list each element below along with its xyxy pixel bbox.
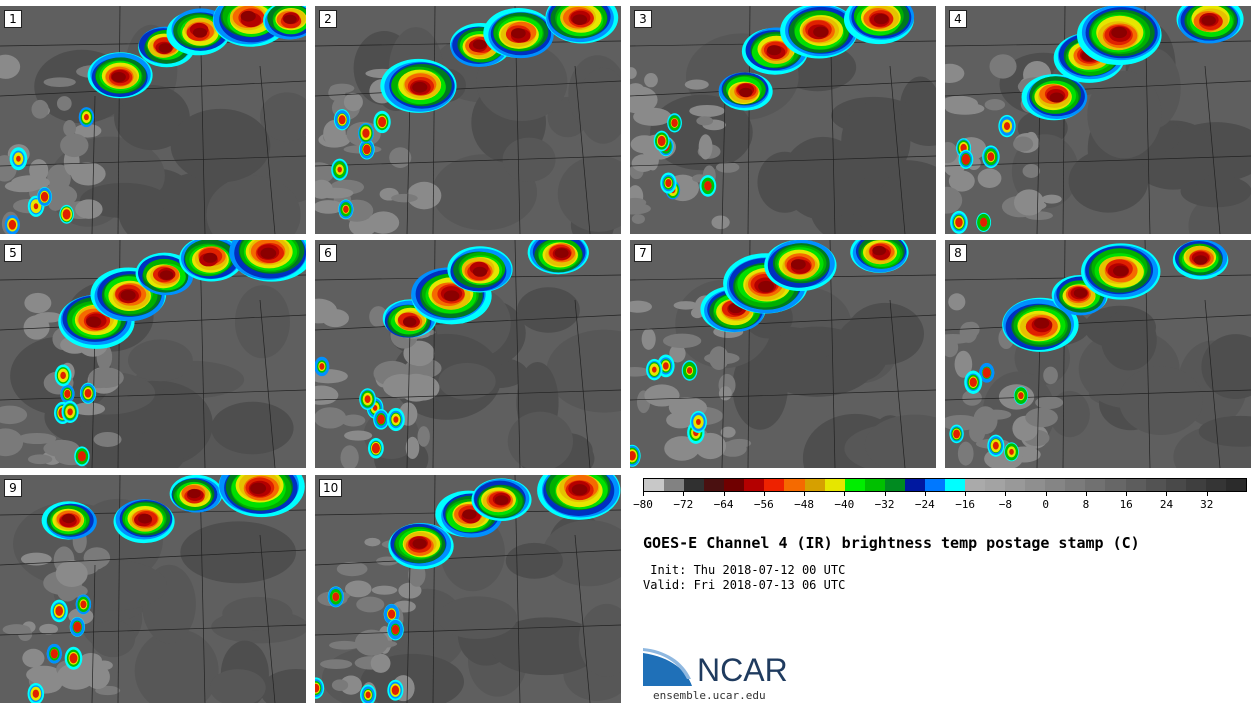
colorbar-segment	[784, 479, 805, 491]
logo-text: NCAR	[697, 652, 788, 688]
colorbar-segment	[1065, 479, 1086, 491]
postage-stamp-panel-9: 9	[0, 475, 306, 703]
colorbar-segment	[985, 479, 1006, 491]
colorbar-tick-mark	[924, 492, 926, 496]
colorbar-tick-label: −8	[998, 498, 1013, 511]
panel-number: 10	[319, 479, 343, 497]
panel-number: 8	[949, 244, 967, 262]
postage-stamp-panel-5: 5	[0, 240, 306, 468]
colorbar-segment	[1125, 479, 1146, 491]
colorbar-segment	[664, 479, 685, 491]
panel-number: 5	[4, 244, 22, 262]
colorbar-tick-label: 0	[1042, 498, 1049, 511]
satellite-map-7	[630, 240, 936, 468]
colorbar-tick-mark	[844, 492, 846, 496]
colorbar-segment	[704, 479, 725, 491]
colorbar-segment	[1165, 479, 1186, 491]
colorbar-tick-label: −80	[633, 498, 653, 511]
satellite-map-6	[315, 240, 621, 468]
postage-stamp-panel-3: 3	[630, 6, 936, 234]
colorbar-segment	[1025, 479, 1046, 491]
colorbar-segment	[864, 479, 885, 491]
colorbar-tick-label: −16	[955, 498, 976, 511]
colorbar-segment	[1005, 479, 1026, 491]
colorbar-tick-mark	[1085, 492, 1087, 496]
colorbar-segment	[1225, 479, 1246, 491]
colorbar-tick-mark	[884, 492, 886, 496]
plot-title: GOES-E Channel 4 (IR) brightness temp po…	[643, 534, 1140, 552]
panel-number: 6	[319, 244, 337, 262]
colorbar-tick-mark	[804, 492, 806, 496]
satellite-map-1	[0, 6, 306, 234]
colorbar-tick-label: −56	[753, 498, 774, 511]
colorbar-segment	[644, 479, 665, 491]
colorbar-tick-label: −64	[713, 498, 734, 511]
panel-number: 7	[634, 244, 652, 262]
colorbar-segment	[724, 479, 745, 491]
postage-stamp-panel-8: 8	[945, 240, 1251, 468]
colorbar-segment	[684, 479, 705, 491]
colorbar-tick-label: −48	[794, 498, 814, 511]
colorbar-tick-mark	[723, 492, 725, 496]
colorbar-tick-mark	[1166, 492, 1168, 496]
colorbar-segment	[904, 479, 925, 491]
postage-stamp-panel-1: 1	[0, 6, 306, 234]
colorbar-tick-label: 32	[1200, 498, 1214, 511]
panel-number: 1	[4, 10, 22, 28]
colorbar-segment	[764, 479, 785, 491]
colorbar: −80 −72 −64 −56 −48 −40 −32 −24 −16 −8 0 8 16 24 32	[633, 478, 1248, 511]
colorbar-segment	[844, 479, 865, 491]
colorbar-segment	[824, 479, 845, 491]
ncar-logo: NCAR	[643, 645, 803, 690]
colorbar-tick-mark	[965, 492, 967, 496]
colorbar-segment	[1185, 479, 1206, 491]
satellite-map-10	[315, 475, 621, 703]
colorbar-segment	[1085, 479, 1106, 491]
ncar-logo-mark-icon	[643, 648, 692, 686]
colorbar-tick-label: 16	[1119, 498, 1133, 511]
colorbar-tick-mark	[683, 492, 685, 496]
satellite-map-2	[315, 6, 621, 234]
satellite-map-5	[0, 240, 306, 468]
colorbar-segment	[744, 479, 765, 491]
colorbar-segment	[944, 479, 965, 491]
colorbar-tick-label: −72	[673, 498, 694, 511]
site-url: ensemble.ucar.edu	[653, 689, 766, 702]
colorbar-tick-label: −40	[834, 498, 855, 511]
init-time: Init: Thu 2018-07-12 00 UTC	[643, 563, 846, 577]
colorbar-segment	[804, 479, 825, 491]
colorbar-segment	[1045, 479, 1066, 491]
panel-number: 4	[949, 10, 967, 28]
satellite-map-8	[945, 240, 1251, 468]
valid-time: Valid: Fri 2018-07-13 06 UTC	[643, 578, 846, 592]
colorbar-segment	[1145, 479, 1166, 491]
colorbar-tick-mark	[1206, 492, 1208, 496]
satellite-map-4	[945, 6, 1251, 234]
colorbar-tick-label: −32	[874, 498, 895, 511]
colorbar-tick-mark	[643, 492, 644, 496]
panel-number: 2	[319, 10, 337, 28]
colorbar-tick-label: 24	[1159, 498, 1174, 511]
colorbar-strip	[643, 478, 1247, 492]
colorbar-segment	[965, 479, 986, 491]
postage-stamp-panel-6: 6	[315, 240, 621, 468]
colorbar-tick-mark	[1045, 492, 1047, 496]
colorbar-segment	[884, 479, 905, 491]
colorbar-segment	[1105, 479, 1126, 491]
panel-number: 9	[4, 479, 22, 497]
satellite-map-9	[0, 475, 306, 703]
colorbar-tick-mark	[1126, 492, 1128, 496]
colorbar-tick-label: −24	[914, 498, 935, 511]
colorbar-tick-label: 8	[1082, 498, 1090, 511]
colorbar-tick-mark	[1005, 492, 1007, 496]
colorbar-segment	[924, 479, 945, 491]
colorbar-tick-mark	[763, 492, 765, 496]
satellite-map-3	[630, 6, 936, 234]
postage-stamp-panel-10: 10	[315, 475, 621, 703]
colorbar-segment	[1205, 479, 1226, 491]
panel-number: 3	[634, 10, 652, 28]
postage-stamp-panel-7: 7	[630, 240, 936, 468]
postage-stamp-panel-2: 2	[315, 6, 621, 234]
postage-stamp-panel-4: 4	[945, 6, 1251, 234]
